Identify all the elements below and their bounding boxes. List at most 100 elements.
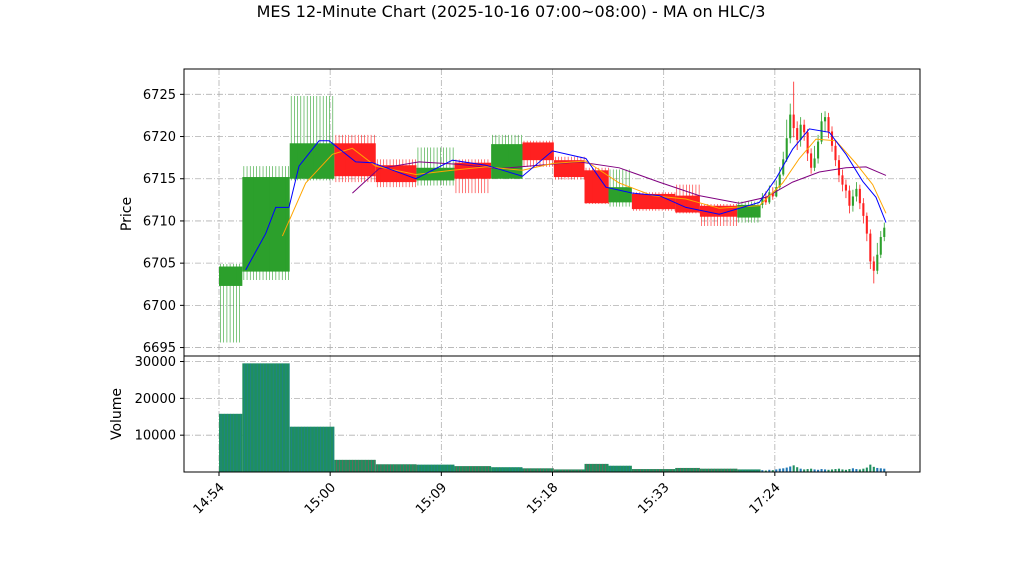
down-candle-body (792, 114, 795, 129)
up-candle-body (289, 143, 335, 179)
time-tick-label: 17:24 (747, 480, 784, 517)
volume-bar (782, 468, 785, 472)
volume-bar (858, 469, 861, 472)
volume-bar (855, 469, 858, 472)
price-panel: 6695 6700 6705 6710 6715 6720 6725 Price (119, 68, 921, 357)
up-candle-body (768, 192, 771, 203)
up-candle-body (876, 254, 879, 271)
up-candle-body (789, 114, 792, 139)
volume-bar (761, 470, 764, 472)
time-tick-label: 15:09 (413, 480, 450, 517)
volume-bar (862, 468, 865, 472)
volume-axis-label: Volume (109, 388, 125, 440)
down-candle-body (810, 153, 813, 168)
volume-bar (771, 470, 774, 472)
down-candle-body (584, 170, 609, 204)
time-axis-ticks: 14:54 15:00 15:09 15:18 15:33 17:24 (191, 472, 887, 517)
volume-bar (830, 469, 834, 472)
price-tick-label: 6700 (143, 299, 176, 314)
volume-panel: 10000 20000 30000 Volume (109, 355, 921, 473)
up-candle-body (761, 197, 764, 205)
up-candle-body (782, 159, 785, 175)
up-candle-body (879, 236, 882, 255)
price-segments (219, 96, 761, 343)
down-candle-body (771, 192, 774, 197)
down-candle-body (675, 195, 700, 213)
volume-tick-label: 30000 (135, 355, 176, 370)
volume-bar (416, 464, 455, 472)
up-candle-body (817, 141, 820, 159)
volume-bar (879, 468, 882, 472)
ma-mid-line (281, 138, 887, 237)
up-candle-body (799, 124, 802, 140)
volume-bar (869, 464, 872, 472)
volume-bar (865, 467, 868, 472)
volume-bars (219, 363, 886, 472)
volume-bar (522, 468, 554, 472)
up-candle-body (785, 138, 788, 160)
volume-bar (803, 469, 806, 472)
up-candle-body (778, 174, 781, 188)
price-tick-label: 6710 (143, 214, 176, 229)
price-tick-label: 6725 (143, 88, 176, 103)
volume-bar (775, 469, 778, 472)
chart-title: MES 12-Minute Chart (2025-10-16 07:00~08… (257, 2, 766, 21)
volume-bar (813, 469, 816, 472)
volume-bar (806, 469, 809, 472)
down-candle-body (837, 160, 841, 176)
volume-bar (872, 466, 875, 472)
volume-bar (491, 467, 523, 472)
volume-bar (799, 468, 802, 472)
volume-bar (827, 469, 830, 472)
volume-bar (883, 468, 886, 472)
volume-bar (699, 468, 738, 472)
volume-bar (764, 470, 767, 472)
volume-bar (820, 469, 823, 472)
volume-bar (454, 466, 492, 472)
moving-average-lines (245, 128, 887, 271)
up-candle-body (883, 227, 886, 237)
volume-bar (837, 468, 841, 472)
price-tick-label: 6720 (143, 130, 176, 145)
volume-bar (675, 467, 700, 472)
price-tick-label: 6705 (143, 257, 176, 272)
up-candle-body (491, 144, 523, 179)
price-gridlines (184, 69, 920, 356)
volume-bar (817, 469, 820, 472)
down-candle-body (827, 117, 830, 132)
volume-bar (810, 468, 813, 472)
volume-bar (841, 469, 844, 472)
up-candle-body (219, 266, 243, 286)
down-candle-body (803, 124, 806, 133)
volume-bar (785, 467, 788, 472)
volume-bar (844, 469, 847, 472)
price-axis-ticks: 6695 6700 6705 6710 6715 6720 6725 (143, 88, 184, 356)
volume-bar (834, 469, 837, 472)
price-tick-label: 6695 (143, 341, 176, 356)
up-candle-body (851, 196, 854, 206)
volume-bar (584, 463, 609, 472)
down-candle-body (830, 131, 834, 146)
volume-bar (242, 363, 290, 472)
volume-axis-ticks: 10000 20000 30000 (135, 355, 184, 444)
volume-bar (796, 467, 799, 472)
down-candle-body (848, 190, 851, 206)
down-candle-body (844, 184, 847, 191)
down-candle-body (841, 175, 844, 185)
down-candle-body (865, 215, 868, 234)
volume-bar (375, 464, 417, 472)
price-axis-label: Price (119, 197, 135, 231)
volume-tick-label: 10000 (135, 429, 176, 444)
up-candle-body (823, 117, 827, 122)
volume-bar (553, 469, 585, 472)
up-candle-body (608, 187, 632, 203)
down-candle-body (862, 203, 865, 216)
down-candle-body (796, 128, 799, 140)
volume-bar (334, 459, 376, 472)
time-tick-label: 15:18 (524, 480, 561, 517)
time-tick-label: 15:33 (635, 480, 672, 517)
down-candle-body (806, 132, 809, 154)
down-candle-body (872, 261, 875, 271)
volume-bar (823, 469, 827, 472)
